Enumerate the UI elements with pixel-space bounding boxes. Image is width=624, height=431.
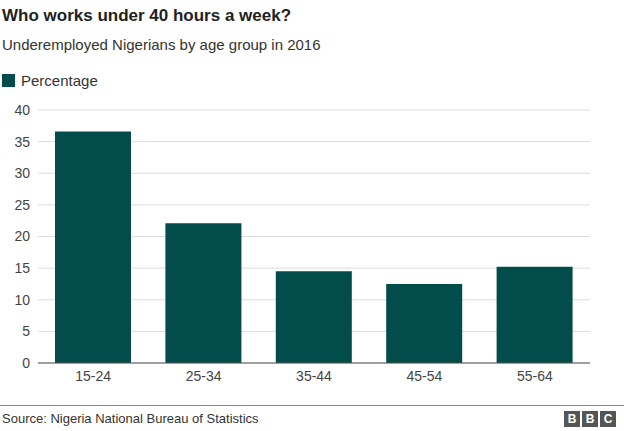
- html-text:Source: Nigeria National Burea: Source: Nigeria National Bureau of Stati…: [2, 411, 259, 426]
- svg-text:15-24: 15-24: [75, 368, 111, 384]
- svg-text:20: 20: [14, 228, 30, 244]
- html-text:B: B: [585, 412, 595, 426]
- svg-text:40: 40: [14, 102, 30, 118]
- svg-text:25-34: 25-34: [186, 368, 222, 384]
- svg-text:10: 10: [14, 292, 30, 308]
- svg-text:55-64: 55-64: [517, 368, 553, 384]
- svg-text:45-54: 45-54: [406, 368, 442, 384]
- svg-text:0: 0: [22, 355, 30, 371]
- svg-text:35: 35: [14, 134, 30, 150]
- html-text:C: C: [603, 412, 613, 426]
- html-text:Percentage: Percentage: [21, 72, 98, 89]
- svg-text:35-44: 35-44: [296, 368, 332, 384]
- svg-text:5: 5: [22, 323, 30, 339]
- svg-text:25: 25: [14, 197, 30, 213]
- html-text:B: B: [567, 412, 577, 426]
- svg-text:15: 15: [14, 260, 30, 276]
- svg-text:30: 30: [14, 165, 30, 181]
- html-text:Who works under 40 hours a wee: Who works under 40 hours a week?: [2, 6, 292, 25]
- html-text:Underemployed Nigerians by age: Underemployed Nigerians by age group in …: [2, 36, 321, 53]
